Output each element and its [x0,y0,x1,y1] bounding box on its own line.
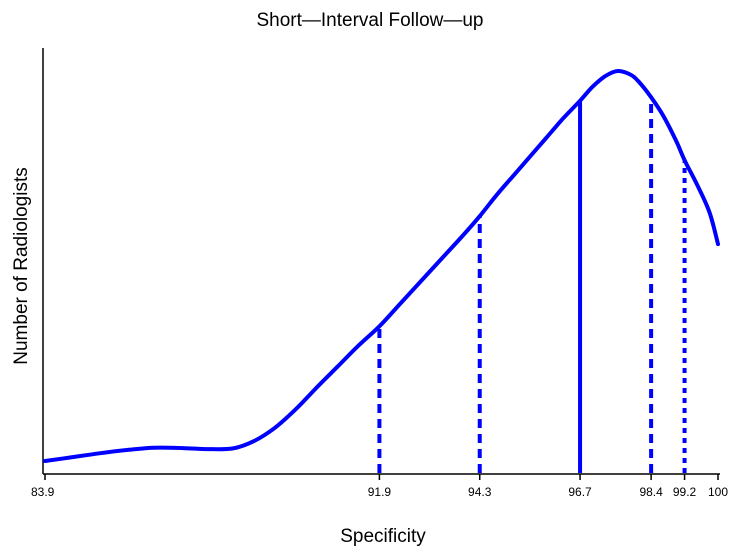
y-axis-label: Number of Radiologists [11,167,32,364]
x-tick-label-96-7: 96.7 [568,485,592,499]
x-tick-label-94-3: 94.3 [468,485,492,499]
density-curve [43,68,720,463]
reference-lines [377,97,687,473]
x-tick-label-98-4: 98.4 [639,485,663,499]
x-tick-label-91-9: 91.9 [368,485,392,499]
x-axis-label: Specificity [340,526,426,547]
chart-title: Short—Interval Follow—up [256,10,483,31]
x-ticks: 83.9 91.9 94.3 96.7 98.4 99.2 100 [31,474,728,499]
x-tick-label-100: 100 [708,485,728,499]
x-tick-label-99-2: 99.2 [673,485,697,499]
x-tick-label-83-9: 83.9 [31,485,55,499]
